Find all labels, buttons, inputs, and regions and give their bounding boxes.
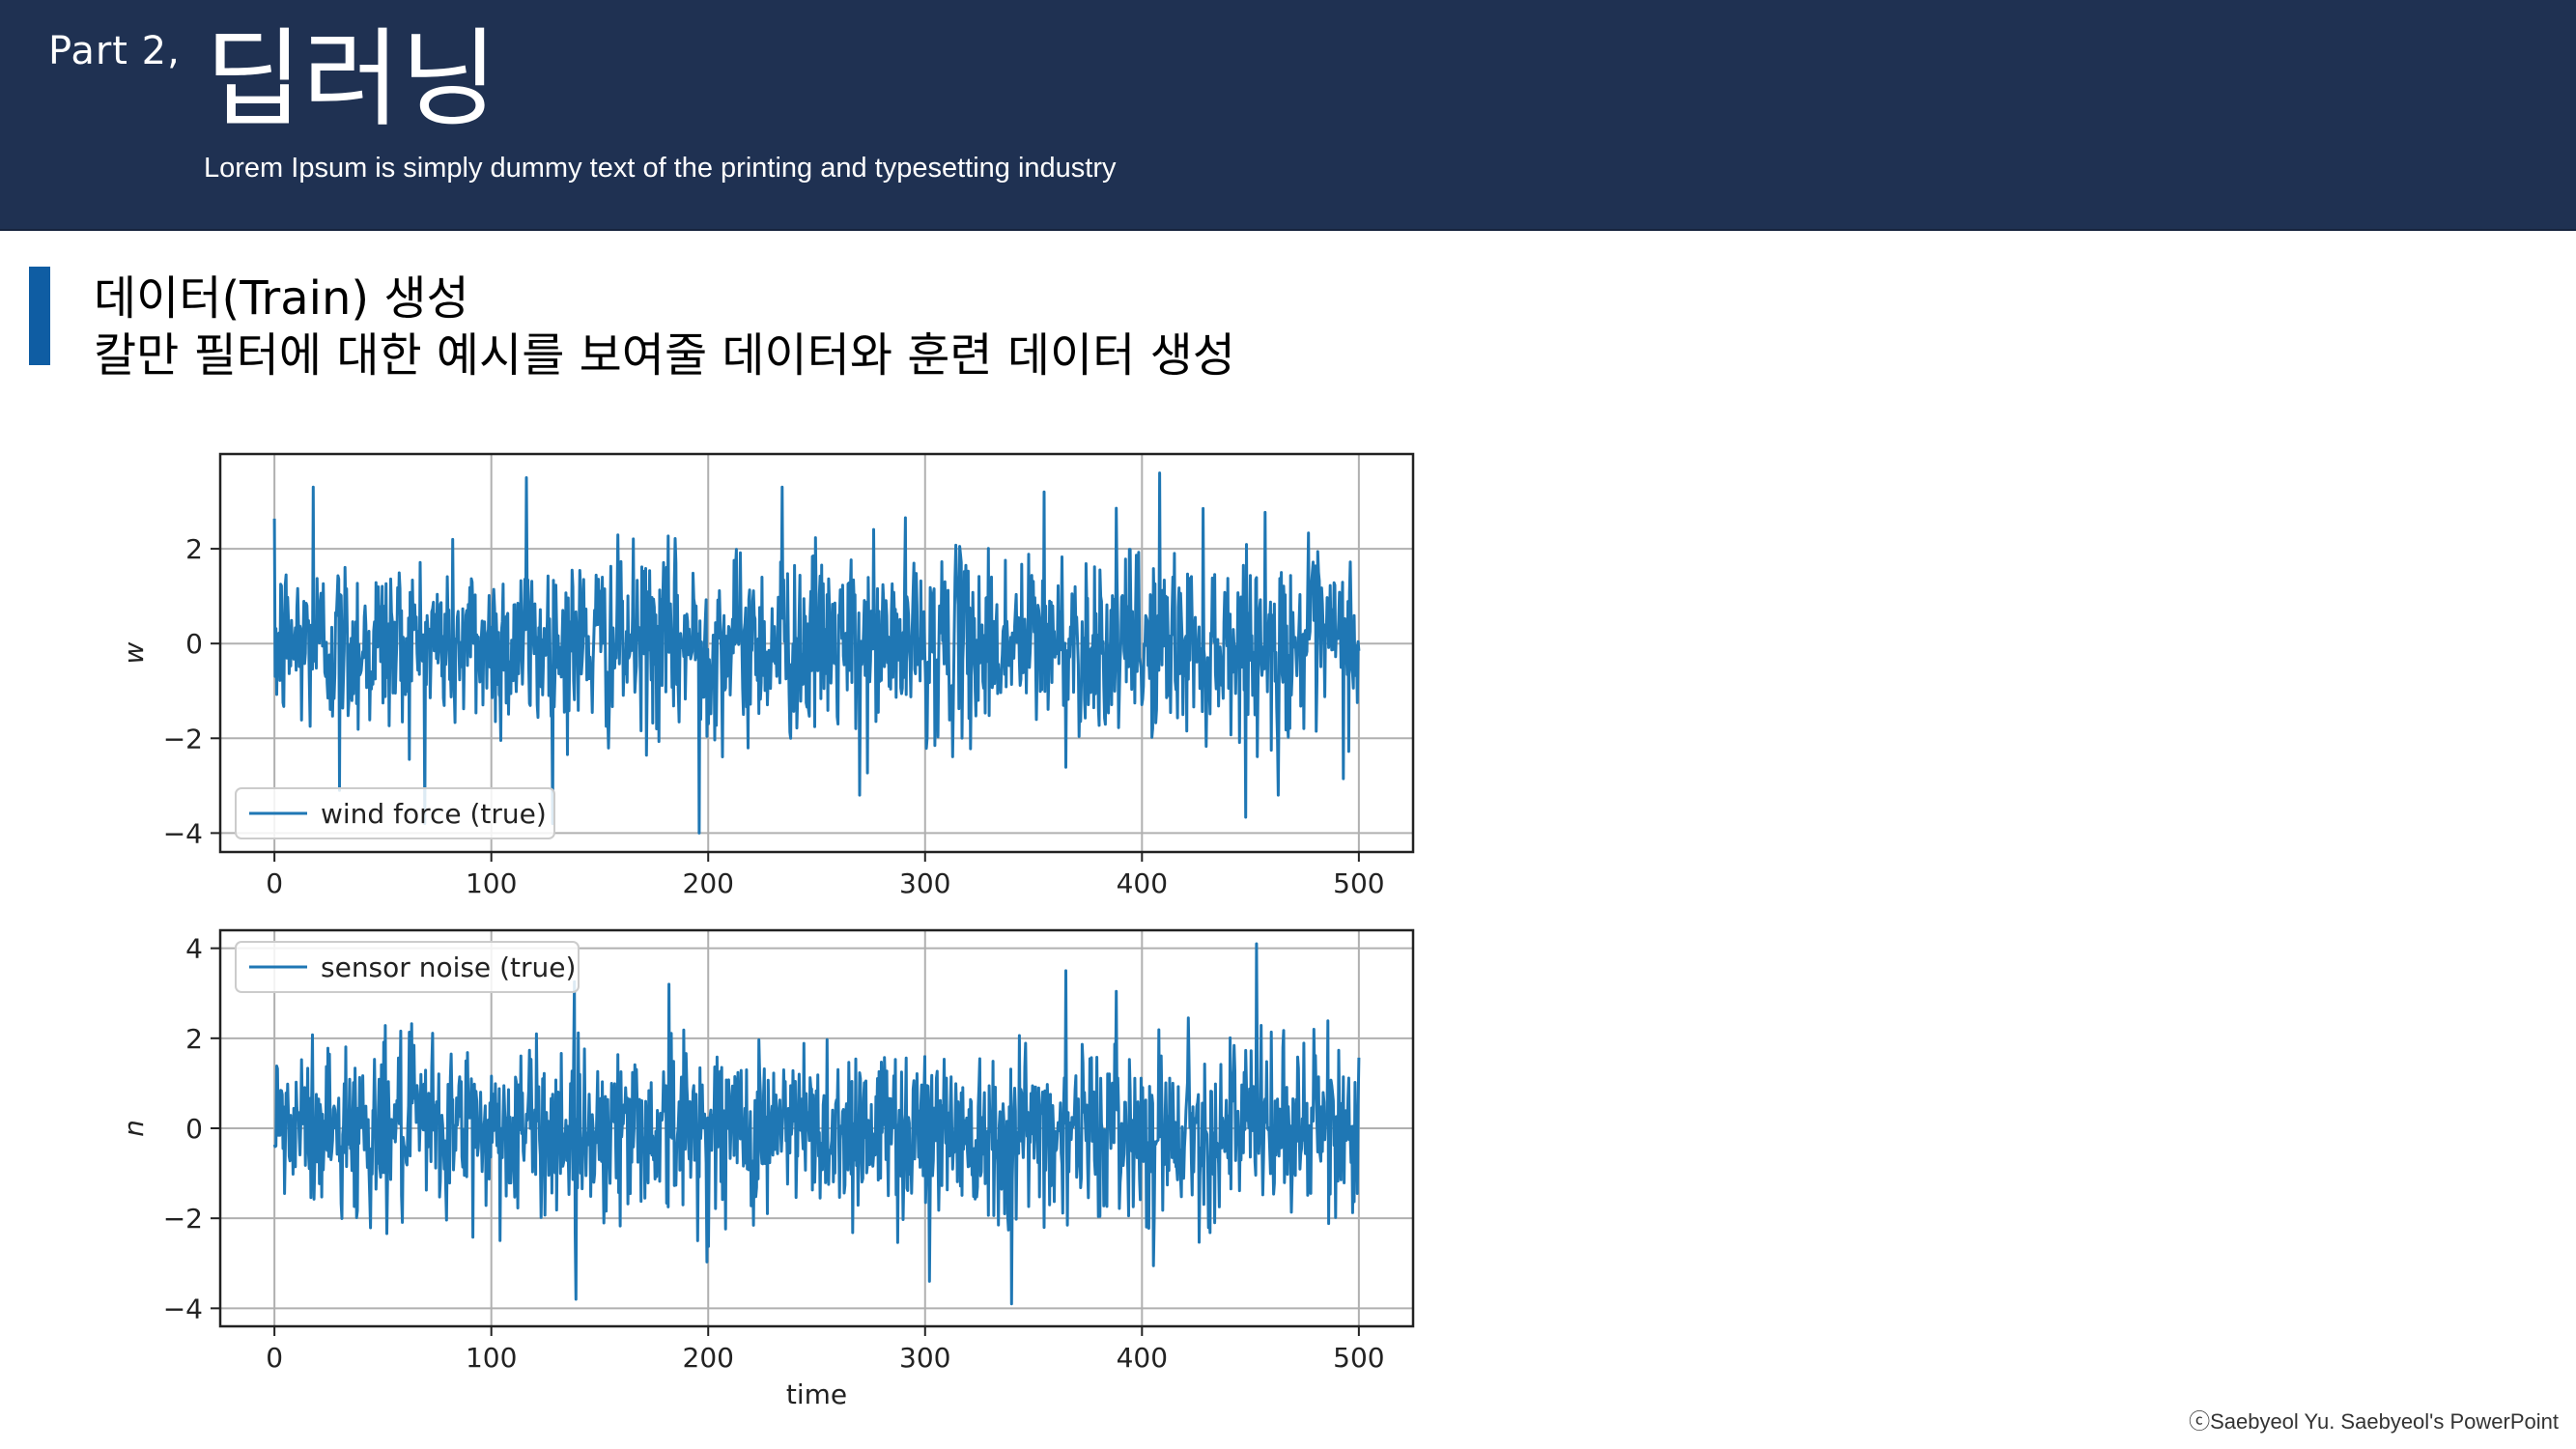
plot-frame (218, 452, 1415, 854)
x-tick-label: 400 (1117, 1342, 1168, 1374)
legend-label: sensor noise (true) (321, 952, 576, 983)
x-tick-label: 500 (1333, 867, 1384, 899)
x-tick-label: 0 (266, 867, 283, 899)
x-axis-label: time (786, 1378, 847, 1410)
x-tick-label: 0 (266, 1342, 283, 1374)
series-line (272, 471, 1361, 835)
x-tick-label: 100 (466, 867, 517, 899)
x-tick-label: 100 (466, 1342, 517, 1374)
part-label: Part 2, (48, 29, 181, 73)
y-tick-label: −2 (163, 723, 203, 754)
y-axis-label: w (118, 641, 150, 664)
page-title: 딥러닝 (205, 17, 498, 141)
y-tick-label: −2 (163, 1203, 203, 1235)
x-tick-label: 200 (683, 867, 734, 899)
y-tick-label: −4 (163, 1293, 203, 1324)
page-subtitle: Lorem Ipsum is simply dummy text of the … (204, 153, 1117, 184)
section-title: 데이터(Train) 생성 (94, 271, 469, 326)
chart-panel-1: 0 100 200 300 400 500 −4 −2 0 2 w wind force (true) (118, 452, 1415, 899)
y-tick-label: 0 (185, 628, 203, 660)
legend-box (235, 787, 555, 839)
x-tick-label: 300 (899, 1342, 950, 1374)
section-description: 칼만 필터에 대한 예시를 보여줄 데이터와 훈련 데이터 생성 (94, 328, 1235, 383)
series-line (272, 942, 1361, 1306)
section-accent-bar (29, 267, 50, 365)
x-tick-label: 300 (899, 867, 950, 899)
y-tick-label: 4 (185, 933, 203, 965)
y-tick-label: 0 (185, 1113, 203, 1145)
footer-copyright: ⓒSaebyeol Yu. Saebyeol's PowerPoint (2189, 1409, 2559, 1434)
y-tick-label: −4 (163, 817, 203, 849)
x-tick-label: 400 (1117, 867, 1168, 899)
y-tick-label: 2 (185, 1023, 203, 1055)
y-tick-label: 2 (185, 533, 203, 565)
x-tick-label: 500 (1333, 1342, 1384, 1374)
y-axis-label: n (118, 1120, 150, 1137)
x-tick-label: 200 (683, 1342, 734, 1374)
chart-panel-2: 0 100 200 300 400 500 −4 −2 0 2 4 n time sensor noise… (118, 928, 1415, 1410)
header-bar: Part 2, 딥러닝 Lorem Ipsum is simply dummy … (0, 0, 2576, 231)
legend-box (235, 941, 580, 993)
legend-label: wind force (true) (321, 798, 547, 830)
